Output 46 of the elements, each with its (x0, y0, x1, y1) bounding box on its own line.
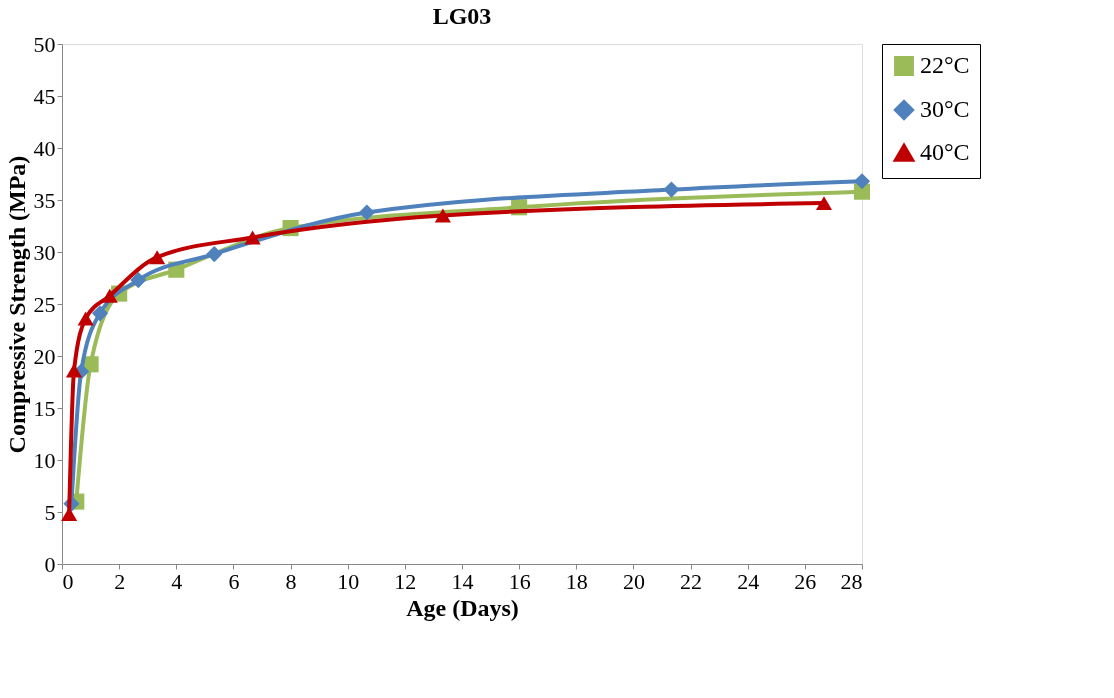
point (663, 181, 680, 198)
y-tick-label: 50 (33, 31, 56, 57)
y-axis-title: Compressive Strength (MPa) (3, 155, 30, 454)
y-tick-label: 20 (33, 343, 56, 369)
y-tick-label: 0 (44, 551, 56, 577)
x-tick-label: 26 (794, 568, 817, 594)
x-tick-label: 28 (840, 568, 863, 594)
x-axis-title: Age (Days) (406, 594, 519, 621)
y-tick-label: 30 (33, 239, 56, 265)
legend-label: 30°C (920, 96, 970, 122)
point (149, 250, 166, 265)
point (61, 507, 78, 522)
y-tick-label: 5 (44, 499, 56, 525)
point (101, 288, 118, 303)
point (65, 363, 83, 378)
chart-title: LG03 (432, 3, 492, 29)
point (130, 272, 147, 289)
x-tick-label: 14 (451, 568, 474, 594)
x-tick-label: 16 (508, 568, 531, 594)
y-tick-label: 10 (33, 447, 56, 473)
legend-label: 40°C (920, 139, 970, 165)
x-tick-label: 12 (394, 568, 417, 594)
x-tick-label: 22 (680, 568, 703, 594)
x-tick-label: 0 (62, 568, 74, 594)
point (815, 196, 833, 211)
x-tick-label: 18 (565, 568, 588, 594)
point (358, 204, 375, 221)
x-tick-label: 20 (622, 568, 645, 594)
y-tick-label: 45 (33, 83, 56, 109)
y-tick-label: 25 (33, 291, 56, 317)
x-tick-label: 10 (337, 568, 360, 594)
x-tick-label: 2 (114, 568, 126, 594)
point (206, 246, 223, 263)
x-tick-label: 8 (285, 568, 297, 594)
point (91, 305, 109, 322)
x-tick-label: 6 (228, 568, 240, 594)
point (434, 208, 451, 223)
y-tick-label: 15 (33, 395, 56, 421)
x-tick-label: 24 (737, 568, 760, 594)
x-tick-label: 4 (171, 568, 183, 594)
legend-label: 22°C (920, 52, 970, 78)
y-tick-label: 35 (33, 187, 56, 213)
point (853, 173, 871, 190)
point (77, 311, 94, 326)
y-tick-label: 40 (33, 135, 56, 161)
point (244, 230, 261, 245)
